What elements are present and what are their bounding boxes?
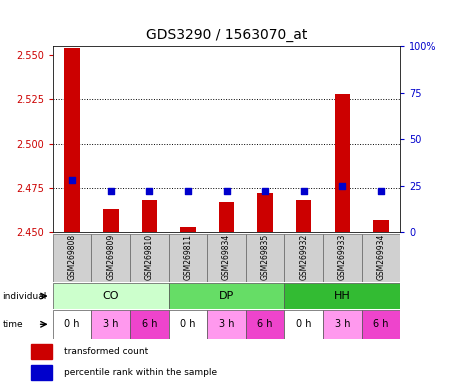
- Point: [338, 183, 345, 189]
- Bar: [64, 48, 80, 232]
- Text: GSM269810: GSM269810: [145, 234, 154, 280]
- Bar: [245, 234, 284, 282]
- Bar: [245, 310, 284, 339]
- Text: GSM269808: GSM269808: [67, 234, 77, 280]
- Bar: [218, 202, 234, 232]
- Bar: [296, 200, 311, 232]
- Point: [261, 188, 268, 194]
- Bar: [284, 310, 322, 339]
- Bar: [53, 310, 91, 339]
- Point: [107, 188, 114, 194]
- Bar: [361, 234, 399, 282]
- Text: individual: individual: [2, 291, 46, 301]
- Point: [222, 188, 230, 194]
- Bar: [103, 209, 118, 232]
- Point: [299, 188, 307, 194]
- Bar: [91, 310, 130, 339]
- Text: 3 h: 3 h: [218, 319, 234, 329]
- Title: GDS3290 / 1563070_at: GDS3290 / 1563070_at: [146, 28, 307, 42]
- Point: [184, 188, 191, 194]
- Text: 0 h: 0 h: [295, 319, 311, 329]
- Text: transformed count: transformed count: [64, 347, 148, 356]
- Text: 0 h: 0 h: [180, 319, 195, 329]
- Text: GSM269809: GSM269809: [106, 233, 115, 280]
- Bar: [53, 283, 168, 309]
- Bar: [257, 193, 272, 232]
- Text: DP: DP: [218, 291, 234, 301]
- Bar: [334, 94, 349, 232]
- Text: GSM269932: GSM269932: [298, 233, 308, 280]
- Bar: [322, 234, 361, 282]
- Bar: [180, 227, 195, 232]
- Text: 6 h: 6 h: [257, 319, 272, 329]
- Bar: [284, 234, 322, 282]
- Bar: [168, 234, 207, 282]
- Text: GSM269835: GSM269835: [260, 233, 269, 280]
- Point: [376, 188, 384, 194]
- Text: GSM269811: GSM269811: [183, 234, 192, 280]
- Text: CO: CO: [102, 291, 119, 301]
- Bar: [372, 220, 388, 232]
- Bar: [168, 310, 207, 339]
- Text: GSM269933: GSM269933: [337, 233, 346, 280]
- Text: percentile rank within the sample: percentile rank within the sample: [64, 368, 217, 377]
- Text: 6 h: 6 h: [372, 319, 388, 329]
- Text: 6 h: 6 h: [141, 319, 157, 329]
- Bar: [91, 234, 130, 282]
- Text: time: time: [2, 320, 23, 329]
- Text: HH: HH: [333, 291, 350, 301]
- Bar: [130, 310, 168, 339]
- Bar: [284, 283, 399, 309]
- Bar: [31, 344, 52, 359]
- Bar: [322, 310, 361, 339]
- Text: 3 h: 3 h: [334, 319, 349, 329]
- Text: GSM269934: GSM269934: [375, 233, 385, 280]
- Text: 0 h: 0 h: [64, 319, 80, 329]
- Text: GSM269834: GSM269834: [222, 233, 230, 280]
- Point: [68, 177, 76, 183]
- Text: 3 h: 3 h: [103, 319, 118, 329]
- Bar: [207, 234, 245, 282]
- Bar: [141, 200, 157, 232]
- Point: [146, 188, 153, 194]
- Bar: [130, 234, 168, 282]
- Bar: [31, 365, 52, 380]
- Bar: [361, 310, 399, 339]
- Bar: [207, 310, 245, 339]
- Bar: [168, 283, 284, 309]
- Bar: [53, 234, 91, 282]
